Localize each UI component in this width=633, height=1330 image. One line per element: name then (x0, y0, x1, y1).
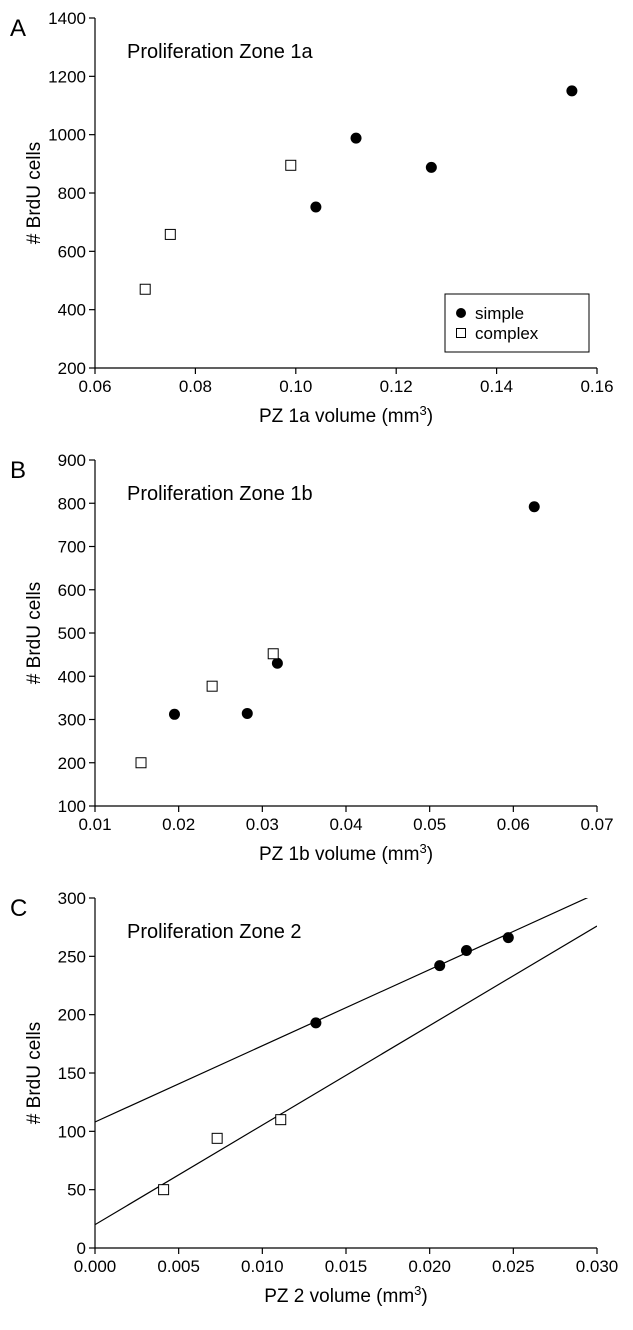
x-tick-label: 0.030 (576, 1257, 619, 1276)
data-point-complex (135, 757, 147, 769)
x-tick-label: 0.020 (408, 1257, 451, 1276)
data-point-complex (275, 1114, 287, 1126)
data-point-simple (168, 708, 180, 720)
data-point-complex (267, 648, 279, 660)
legend-marker-simple (456, 308, 466, 318)
y-tick-label: 150 (58, 1064, 86, 1083)
x-tick-label: 0.08 (179, 377, 212, 396)
chart-title: Proliferation Zone 1b (127, 483, 313, 505)
panel-a: 0.06 0.08 0.10 0.12 0.14 0.16 200 400 600 800 1000… (10, 9, 614, 427)
data-point-complex (164, 228, 176, 240)
trend-line (95, 925, 597, 1226)
x-tick-label: 0.12 (380, 377, 413, 396)
x-tick-label: 0.010 (241, 1257, 284, 1276)
data-point-complex (158, 1184, 170, 1196)
x-tick-label: 0.05 (413, 815, 446, 834)
x-tick-label: 0.06 (78, 377, 111, 396)
y-tick-label: 1200 (48, 67, 86, 86)
x-tick-label: 0.16 (580, 377, 613, 396)
data-point-simple (434, 960, 446, 972)
panel-c: 0.000 0.005 0.010 0.015 0.020 0.025 0.030 0 50 10… (10, 889, 618, 1307)
x-tick-label: 0.10 (279, 377, 312, 396)
y-tick-label: 1000 (48, 126, 86, 145)
y-axis-label: # BrdU cells (24, 582, 45, 684)
y-tick-label: 300 (58, 889, 86, 908)
data-point-complex (211, 1132, 223, 1144)
y-tick-label: 100 (58, 1122, 86, 1141)
legend-label: simple (475, 304, 524, 323)
x-tick-label: 0.03 (246, 815, 279, 834)
y-tick-label: 900 (58, 451, 86, 470)
x-tick-label: 0.02 (162, 815, 195, 834)
y-tick-label: 200 (58, 359, 86, 378)
y-tick-label: 400 (58, 667, 86, 686)
y-tick-label: 800 (58, 494, 86, 513)
data-point-simple (271, 657, 283, 669)
x-tick-label: 0.07 (580, 815, 613, 834)
y-tick-label: 400 (58, 301, 86, 320)
legend-label: complex (475, 324, 539, 343)
data-point-simple (460, 945, 472, 956)
data-point-complex (206, 680, 218, 692)
chart-title: Proliferation Zone 2 (127, 921, 302, 943)
chart-title: Proliferation Zone 1a (127, 41, 314, 63)
data-point-simple (502, 932, 514, 944)
y-axis-label: # BrdU cells (24, 142, 45, 244)
y-tick-label: 500 (58, 624, 86, 643)
data-point-simple (310, 201, 322, 213)
data-point-simple (566, 85, 578, 97)
y-tick-label: 1400 (48, 9, 86, 28)
y-tick-label: 50 (67, 1181, 86, 1200)
x-tick-label: 0.025 (492, 1257, 535, 1276)
y-tick-label: 200 (58, 754, 86, 773)
x-axis-label: PZ 1b volume (mm3) (259, 841, 433, 865)
x-tick-label: 0.06 (497, 815, 530, 834)
x-tick-label: 0.04 (329, 815, 362, 834)
data-point-simple (241, 707, 253, 719)
x-tick-label: 0.000 (74, 1257, 117, 1276)
trend-line (95, 898, 589, 1123)
x-tick-label: 0.005 (157, 1257, 200, 1276)
y-tick-label: 700 (58, 538, 86, 557)
y-tick-label: 250 (58, 947, 86, 966)
data-point-simple (310, 1017, 322, 1029)
y-tick-label: 100 (58, 797, 86, 816)
legend-box (444, 293, 590, 353)
x-axis-label: PZ 1a volume (mm3) (259, 403, 433, 427)
y-axis-label: # BrdU cells (24, 1022, 45, 1124)
data-point-simple (350, 132, 362, 144)
x-tick-label: 0.01 (78, 815, 111, 834)
x-axis-label: PZ 2 volume (mm3) (264, 1283, 427, 1307)
panel-label: B (10, 457, 26, 484)
x-tick-label: 0.015 (325, 1257, 368, 1276)
panel-label: A (10, 15, 26, 42)
data-point-complex (285, 159, 297, 171)
data-point-simple (425, 161, 437, 173)
y-tick-label: 800 (58, 184, 86, 203)
data-point-complex (139, 283, 151, 295)
legend-marker-complex (456, 328, 466, 338)
y-tick-label: 0 (77, 1239, 86, 1258)
panel-b: 0.01 0.02 0.03 0.04 0.05 0.06 0.07 100 200 300 400… (10, 451, 614, 865)
y-tick-label: 600 (58, 242, 86, 261)
x-tick-label: 0.14 (480, 377, 513, 396)
y-tick-label: 300 (58, 711, 86, 730)
data-point-simple (528, 501, 540, 513)
y-tick-label: 200 (58, 1006, 86, 1025)
panel-label: C (10, 895, 27, 922)
y-tick-label: 600 (58, 581, 86, 600)
